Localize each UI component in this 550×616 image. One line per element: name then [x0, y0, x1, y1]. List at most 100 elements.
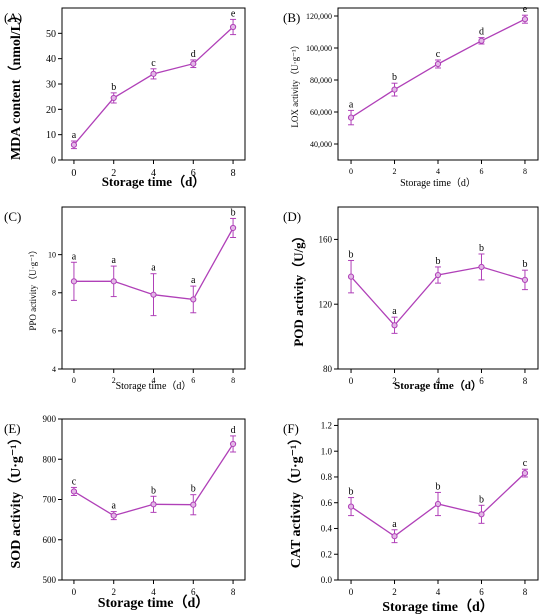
significance-letter: b: [392, 72, 397, 83]
data-point: [110, 94, 117, 102]
significance-letter: b: [191, 484, 196, 495]
y-tick-label: 6: [52, 327, 56, 336]
x-tick-label: 8: [523, 587, 528, 597]
y-axis-label: CAT activity（U·g⁻¹）: [288, 431, 304, 568]
y-axis-label: POD activity（U/g）: [291, 229, 306, 346]
y-tick-label: 20: [46, 105, 56, 116]
significance-letter: a: [392, 306, 397, 317]
y-tick-label: 80: [323, 364, 333, 374]
data-point: [347, 273, 355, 280]
y-tick-label: 30: [46, 80, 56, 91]
chart-panel-2: (B) 0 2 4 6 8 40,000 60,000 80,000 100,000 120,000…: [283, 4, 539, 189]
x-tick-label: 0: [71, 168, 76, 179]
significance-letter: c: [151, 58, 156, 69]
y-tick-label: 8: [52, 289, 56, 298]
panel-label: (C): [4, 209, 21, 224]
x-tick-label: 6: [479, 376, 484, 386]
x-tick-label: 2: [393, 167, 397, 176]
data-point: [347, 503, 355, 510]
significance-letter: b: [151, 485, 156, 496]
y-axis-label: MDA content（nmol/L）: [8, 8, 24, 160]
data-point: [391, 86, 398, 93]
x-tick-label: 4: [436, 376, 441, 386]
significance-letter: b: [479, 243, 484, 254]
y-tick-label: 40,000: [310, 140, 332, 149]
y-tick-label: 4: [52, 365, 56, 374]
panel-label: (D): [283, 209, 301, 224]
x-tick-label: 2: [111, 168, 116, 179]
significance-letter: a: [111, 255, 116, 266]
y-tick-label: 500: [43, 575, 57, 585]
y-tick-label: 600: [43, 535, 57, 545]
y-tick-label: 10: [48, 250, 56, 259]
y-axis-label: PPO activity（U·g⁻¹）: [28, 245, 38, 330]
significance-letter: e: [231, 8, 236, 19]
data-point: [521, 469, 529, 477]
significance-letter: b: [111, 82, 116, 93]
panel-label: (E): [4, 421, 21, 436]
chart-panel-1: (A) 0 2 4 6 8 0 10 20 30 40 50 Storage time（d） MDA co…: [4, 7, 246, 189]
significance-letter: a: [151, 263, 156, 274]
x-tick-label: 0: [349, 587, 354, 597]
series-line: [73, 26, 234, 146]
data-point: [521, 16, 529, 23]
y-tick-label: 800: [43, 454, 57, 464]
x-tick-label: 8: [523, 167, 527, 176]
significance-letter: b: [479, 494, 484, 505]
data-point: [190, 296, 197, 303]
significance-letter: b: [436, 481, 441, 492]
significance-letter: b: [522, 259, 527, 270]
data-point: [70, 141, 78, 148]
data-point: [110, 278, 117, 285]
data-point: [478, 511, 485, 518]
x-axis-label: Storage time（d）: [98, 595, 210, 611]
x-tick-label: 6: [479, 167, 483, 176]
significance-letter: b: [231, 207, 236, 218]
chart-panel-3: (C) 0 2 4 6 8 4 6 8 10 Storage time（d） PPO activity…: [4, 206, 246, 392]
data-point: [434, 271, 442, 279]
data-point: [521, 276, 529, 283]
data-point: [434, 60, 442, 68]
y-tick-label: 700: [43, 495, 57, 505]
significance-letter: b: [349, 249, 354, 260]
x-tick-label: 4: [151, 587, 156, 597]
y-tick-label: 1.2: [321, 421, 332, 431]
chart-panel-5: (E) 0 2 4 6 8 500 600 700 800 900 Storage time（d） SO…: [4, 414, 246, 611]
significance-letter: c: [523, 458, 528, 469]
y-tick-label: 40: [46, 54, 56, 65]
y-axis-label: SOD activity（U·g⁻¹）: [8, 431, 24, 569]
significance-letter: a: [392, 519, 397, 530]
y-tick-label: 120,000: [306, 12, 332, 21]
y-axis-label: LOX activity（U·g⁻¹）: [290, 40, 300, 127]
significance-letter: a: [111, 501, 116, 512]
x-axis-label: Storage time（d）: [102, 174, 206, 189]
y-tick-label: 900: [43, 414, 57, 424]
plot-frame: [337, 206, 539, 370]
x-tick-label: 8: [231, 376, 235, 385]
data-point: [190, 501, 197, 508]
y-tick-label: 0.8: [321, 472, 333, 482]
data-point: [229, 224, 237, 232]
x-axis-label: Storage time（d）: [382, 599, 494, 615]
x-tick-label: 8: [523, 376, 528, 386]
x-tick-label: 4: [151, 168, 156, 179]
significance-letter: a: [72, 130, 77, 141]
x-tick-label: 6: [479, 587, 484, 597]
chart-panel-6: (F) 0 2 4 6 8 0.0 0.2 0.4 0.6 0.8 1.0 1.2 Storage tim…: [283, 418, 539, 615]
data-point: [347, 114, 355, 121]
data-point: [150, 291, 157, 298]
x-tick-label: 2: [112, 376, 116, 385]
y-tick-label: 0.6: [321, 498, 333, 508]
significance-letter: a: [191, 275, 196, 286]
x-axis-label: Storage time（d）: [394, 379, 482, 392]
x-tick-label: 0: [349, 167, 353, 176]
significance-letter: d: [191, 49, 196, 60]
chart-panel-4: (D) 0 2 4 6 8 80 120 160 Storage time（d） POD activ…: [283, 206, 539, 392]
significance-letter: b: [436, 256, 441, 267]
data-point: [478, 263, 485, 271]
panel-label: (A): [4, 10, 22, 25]
y-tick-label: 80,000: [310, 76, 332, 85]
y-tick-label: 60,000: [310, 108, 332, 117]
significance-letter: c: [72, 476, 77, 487]
significance-letter: a: [72, 251, 77, 262]
